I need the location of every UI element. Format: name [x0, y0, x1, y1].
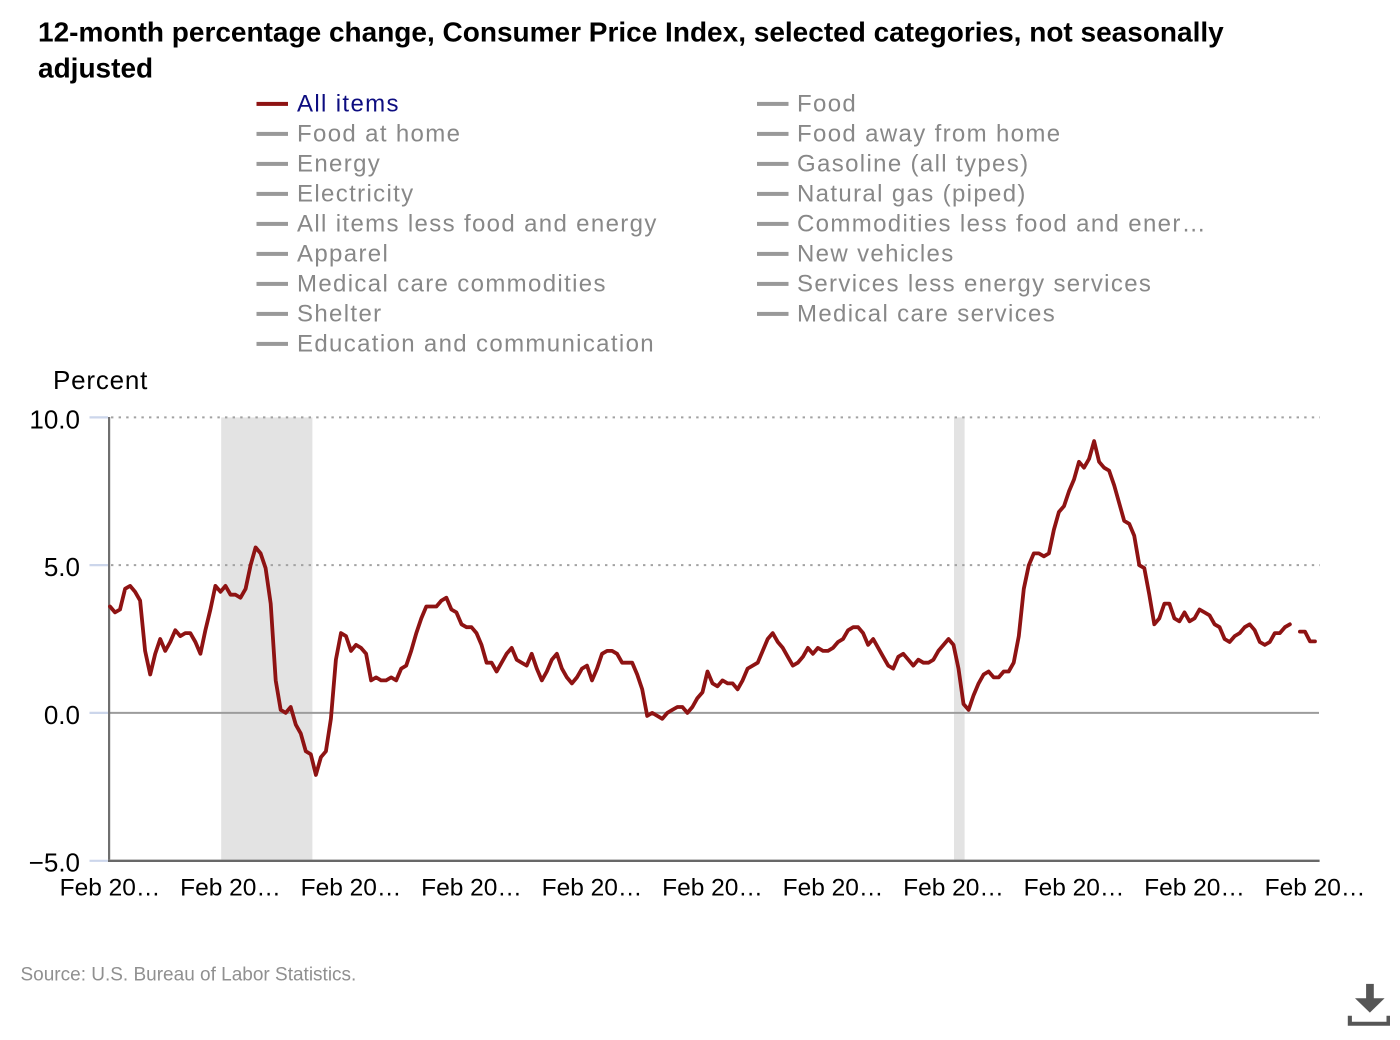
svg-text:0.0: 0.0: [44, 700, 80, 730]
svg-text:adjusted: adjusted: [38, 53, 153, 84]
svg-text:Medical care commodities: Medical care commodities: [297, 271, 607, 298]
svg-text:Gasoline (all types): Gasoline (all types): [797, 151, 1029, 178]
svg-text:−5.0: −5.0: [29, 848, 80, 878]
svg-text:Food: Food: [797, 91, 857, 118]
svg-text:Education and communication: Education and communication: [297, 331, 655, 358]
svg-text:Feb 20…: Feb 20…: [180, 875, 281, 902]
svg-text:Feb 20…: Feb 20…: [301, 875, 402, 902]
svg-text:Feb 20…: Feb 20…: [60, 875, 161, 902]
svg-text:5.0: 5.0: [44, 552, 80, 582]
svg-text:Commodities less food and ener: Commodities less food and ener…: [797, 211, 1207, 238]
svg-text:All items: All items: [297, 91, 400, 118]
svg-text:Food away from home: Food away from home: [797, 121, 1061, 148]
svg-text:Services less energy services: Services less energy services: [797, 271, 1152, 298]
svg-text:Natural gas (piped): Natural gas (piped): [797, 181, 1027, 208]
svg-text:Medical care services: Medical care services: [797, 301, 1056, 328]
svg-text:Feb 20…: Feb 20…: [542, 875, 643, 902]
svg-text:Apparel: Apparel: [297, 241, 389, 268]
svg-text:New vehicles: New vehicles: [797, 241, 955, 268]
svg-text:All items less food and energy: All items less food and energy: [297, 211, 658, 238]
svg-text:12-month percentage change, Co: 12-month percentage change, Consumer Pri…: [38, 16, 1224, 47]
svg-text:Electricity: Electricity: [297, 181, 415, 208]
svg-text:Shelter: Shelter: [297, 301, 383, 328]
svg-text:Feb 20…: Feb 20…: [1144, 875, 1245, 902]
svg-text:Feb 20…: Feb 20…: [421, 875, 522, 902]
svg-text:Feb 20…: Feb 20…: [1024, 875, 1125, 902]
svg-text:Feb 20…: Feb 20…: [783, 875, 884, 902]
svg-text:Food at home: Food at home: [297, 121, 461, 148]
svg-text:Feb 20…: Feb 20…: [1265, 875, 1366, 902]
svg-text:Feb 20…: Feb 20…: [662, 875, 763, 902]
svg-text:Energy: Energy: [297, 151, 381, 178]
svg-text:10.0: 10.0: [29, 404, 80, 434]
svg-text:Feb 20…: Feb 20…: [903, 875, 1004, 902]
svg-text:Source: U.S. Bureau of Labor S: Source: U.S. Bureau of Labor Statistics.: [21, 964, 357, 985]
svg-text:Percent: Percent: [53, 365, 148, 395]
